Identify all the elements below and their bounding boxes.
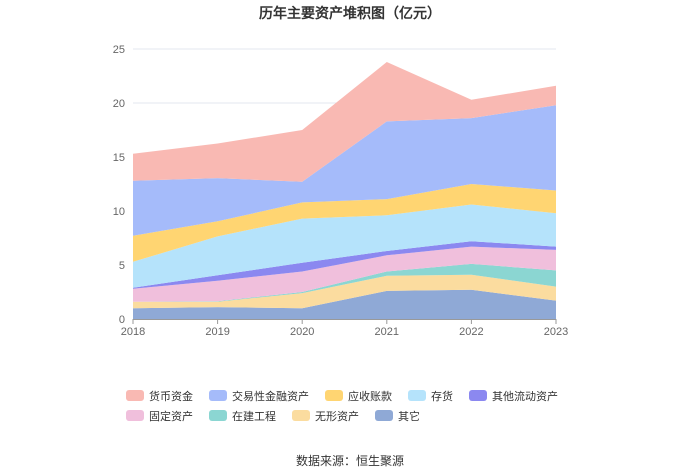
- data-source-footer: 数据来源：恒生聚源: [295, 454, 404, 468]
- legend-swatch: [469, 390, 487, 401]
- legend-label: 在建工程: [232, 410, 276, 423]
- y-tick-label: 20: [113, 98, 125, 110]
- legend-item[interactable]: 在建工程: [209, 408, 276, 423]
- legend-label: 交易性金融资产: [232, 390, 309, 403]
- x-tick-label: 2023: [544, 326, 568, 338]
- legend-item[interactable]: 固定资产: [126, 408, 193, 423]
- area-series-1: [133, 274, 556, 309]
- x-tick-label: 2019: [205, 326, 229, 338]
- legend-item[interactable]: 交易性金融资产: [209, 388, 309, 403]
- y-tick-label: 10: [113, 206, 125, 218]
- legend-swatch: [408, 390, 426, 401]
- legend-swatch: [209, 390, 227, 401]
- area-series-7: [133, 105, 556, 236]
- area-series-3: [133, 246, 556, 302]
- area-series-8: [133, 62, 556, 182]
- legend-item[interactable]: 其它: [375, 408, 420, 423]
- y-tick-label: 15: [113, 152, 125, 164]
- y-tick-label: 25: [113, 44, 125, 56]
- legend-swatch: [126, 390, 144, 401]
- legend-label: 应收账款: [348, 390, 392, 403]
- legend-item[interactable]: 货币资金: [126, 388, 193, 403]
- x-tick-label: 2020: [290, 326, 314, 338]
- legend-swatch: [375, 410, 393, 421]
- x-tick-label: 2018: [121, 326, 145, 338]
- legend-swatch: [292, 410, 310, 421]
- legend-item[interactable]: 应收账款: [325, 388, 392, 403]
- y-tick-label: 5: [119, 260, 125, 272]
- legend-label: 其它: [398, 410, 420, 423]
- y-tick-label: 0: [119, 314, 125, 326]
- area-series-2: [133, 263, 556, 302]
- y-axis-tick-labels: 0 5 10 15 20 25: [113, 44, 125, 326]
- area-series-4: [133, 241, 556, 289]
- area-series-6: [133, 184, 556, 262]
- legend-label: 存货: [431, 390, 453, 403]
- area-series-5: [133, 204, 556, 288]
- area-series-group: [133, 62, 556, 319]
- x-tick-label: 2021: [375, 326, 399, 338]
- legend-label: 其他流动资产: [492, 390, 558, 403]
- x-axis: 2018 2019 2020 2021 2022 2023: [121, 319, 568, 338]
- legend-label: 固定资产: [149, 410, 193, 423]
- legend-item[interactable]: 无形资产: [292, 408, 359, 423]
- legend-item[interactable]: 存货: [408, 388, 453, 403]
- legend-swatch: [325, 390, 343, 401]
- area-series-0: [133, 289, 556, 319]
- legend-swatch: [209, 410, 227, 421]
- chart-legend: 货币资金 交易性金融资产 应收账款 存货 其他流动资产固定资产 在建工程 无形资产 其它: [126, 388, 596, 423]
- legend-label: 货币资金: [149, 390, 193, 403]
- legend-label: 无形资产: [315, 410, 359, 423]
- legend-swatch: [126, 410, 144, 421]
- x-tick-label: 2022: [459, 326, 483, 338]
- chart-title: 历年主要资产堆积图（亿元）: [259, 5, 441, 21]
- legend-item[interactable]: 其他流动资产: [469, 388, 558, 403]
